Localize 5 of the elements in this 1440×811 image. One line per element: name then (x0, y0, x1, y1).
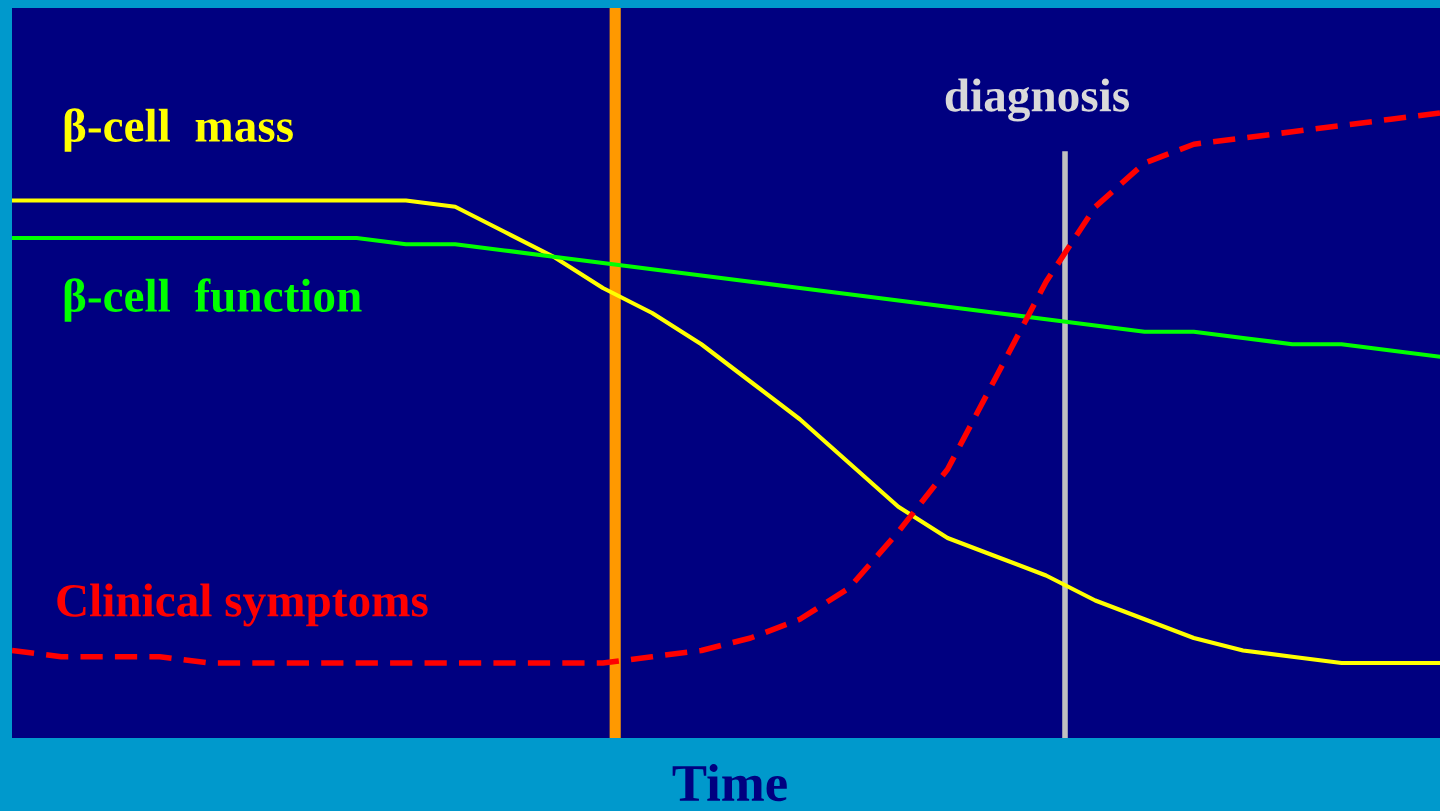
series-label: β-cell mass (64, 108, 293, 152)
series-label: Clinical symptoms (57, 583, 428, 627)
x-axis-title: Time (672, 764, 787, 802)
annotation: diagnosis (945, 78, 1130, 122)
series-label: β-cell function (64, 278, 362, 322)
